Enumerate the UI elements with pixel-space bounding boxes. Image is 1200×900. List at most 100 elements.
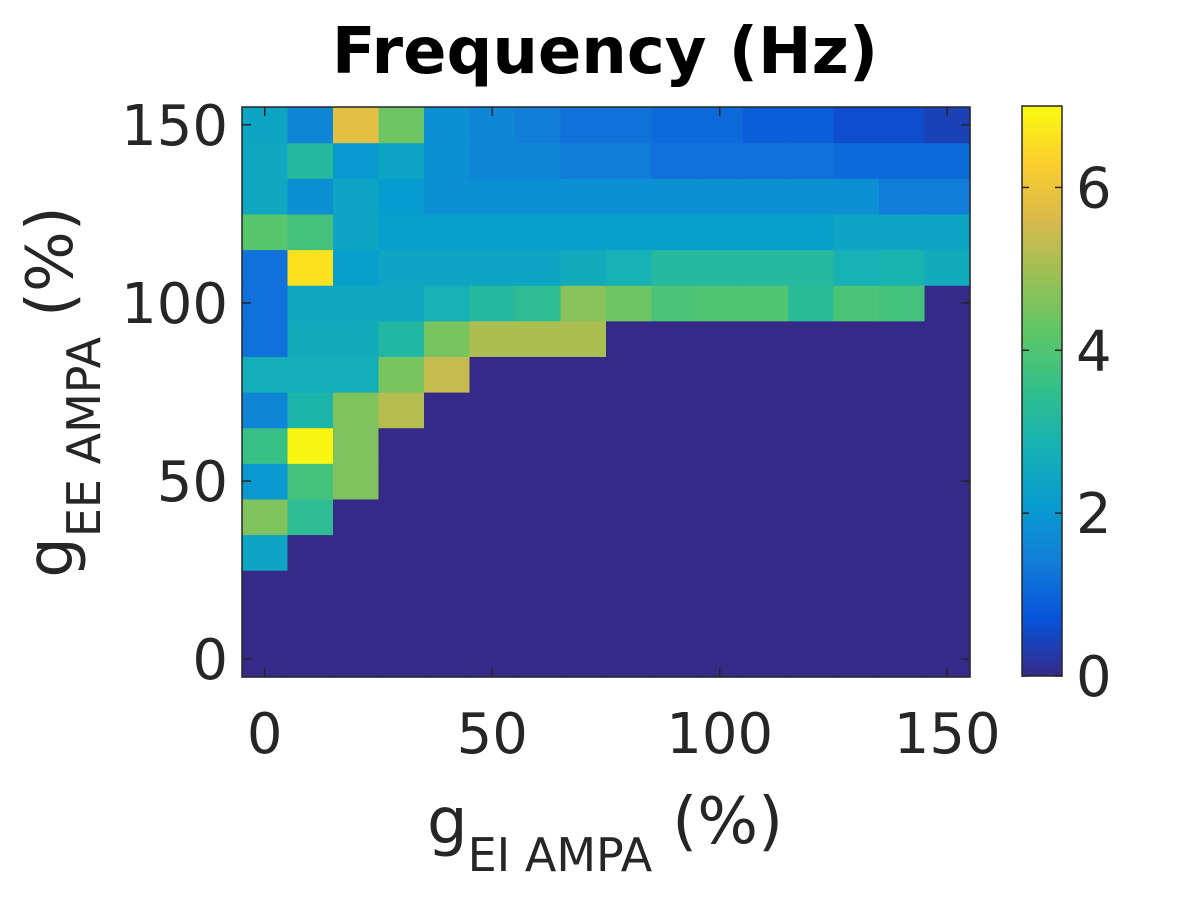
heatmap-cell — [742, 320, 789, 357]
heatmap-cell — [287, 142, 334, 179]
heatmap-cell — [424, 605, 471, 642]
heatmap-cell — [560, 427, 607, 464]
heatmap-cell — [469, 498, 516, 536]
x-axis-label-unit: (%) — [672, 785, 783, 859]
x-tick-labels: 0 50 100 150 — [247, 702, 1001, 767]
heatmap-cell — [788, 178, 835, 215]
heatmap-cell — [515, 534, 562, 571]
heatmap-cell — [697, 498, 744, 536]
heatmap-cell — [242, 534, 289, 571]
heatmap-cell — [378, 356, 425, 393]
heatmap-cell — [424, 107, 471, 144]
heatmap-cell — [378, 285, 425, 322]
heatmap-cell — [742, 534, 789, 571]
heatmap-cell — [879, 534, 926, 571]
heatmap-cell — [651, 534, 698, 571]
heatmap-cell — [742, 498, 789, 536]
heatmap-cell — [560, 392, 607, 429]
heatmap-cell — [560, 178, 607, 215]
heatmap-cell — [879, 570, 926, 607]
heatmap-cell — [424, 213, 471, 251]
heatmap-cell — [424, 249, 471, 286]
heatmap-cell — [378, 392, 425, 429]
heatmap-cell — [469, 178, 516, 215]
heatmap-cell — [788, 605, 835, 642]
heatmap-cell — [560, 320, 607, 357]
heatmap-cells — [242, 107, 971, 678]
heatmap-cell — [651, 356, 698, 393]
heatmap-cell — [697, 570, 744, 607]
heatmap-cell — [742, 392, 789, 429]
heatmap-cell — [651, 605, 698, 642]
heatmap-cell — [287, 320, 334, 357]
heatmap-cell — [651, 285, 698, 322]
heatmap-cell — [424, 427, 471, 464]
heatmap-cell — [333, 107, 380, 144]
heatmap-cell — [560, 463, 607, 500]
heatmap-cell — [333, 320, 380, 357]
heatmap-cell — [924, 534, 971, 571]
heatmap-cell — [924, 427, 971, 464]
heatmap-cell — [788, 320, 835, 357]
heatmap-cell — [378, 463, 425, 500]
heatmap-cell — [424, 463, 471, 500]
heatmap-cell — [378, 534, 425, 571]
heatmap-cell — [287, 392, 334, 429]
heatmap-cell — [833, 142, 880, 179]
heatmap-cell — [242, 213, 289, 251]
heatmap-cell — [606, 356, 653, 393]
heatmap-cell — [879, 427, 926, 464]
heatmap-cell — [833, 605, 880, 642]
y-axis-label: gEE AMPA (%) — [14, 206, 111, 578]
heatmap-cell — [287, 605, 334, 642]
heatmap-cell — [742, 285, 789, 322]
heatmap-cell — [287, 534, 334, 571]
heatmap-cell — [242, 392, 289, 429]
heatmap-cell — [606, 605, 653, 642]
heatmap-cell — [515, 427, 562, 464]
heatmap-cell — [515, 463, 562, 500]
heatmap-cell — [697, 320, 744, 357]
heatmap-cell — [469, 605, 516, 642]
heatmap-cell — [469, 249, 516, 286]
heatmap-cell — [424, 641, 471, 678]
heatmap-cell — [879, 178, 926, 215]
heatmap-cell — [333, 142, 380, 179]
heatmap-cell — [742, 213, 789, 251]
heatmap-cell — [833, 534, 880, 571]
heatmap-cell — [606, 463, 653, 500]
colorbar-tick-label: 2 — [1076, 482, 1112, 547]
heatmap-cell — [606, 498, 653, 536]
heatmap-cell — [469, 534, 516, 571]
plot-frame — [241, 106, 971, 678]
heatmap-cell — [515, 107, 562, 144]
heatmap-cell — [788, 427, 835, 464]
heatmap-cell — [515, 320, 562, 357]
x-axis-label-subscript: EI AMPA — [468, 828, 653, 882]
heatmap-cell — [879, 392, 926, 429]
heatmap-cell — [697, 178, 744, 215]
heatmap-cell — [378, 427, 425, 464]
heatmap-cell — [742, 142, 789, 179]
heatmap-cell — [879, 142, 926, 179]
heatmap-cell — [469, 392, 516, 429]
heatmap-cell — [742, 641, 789, 678]
heatmap-cell — [788, 570, 835, 607]
heatmap-cell — [697, 534, 744, 571]
heatmap-cell — [515, 570, 562, 607]
heatmap-cell — [833, 570, 880, 607]
axis-ticks — [242, 107, 970, 677]
heatmap-cell — [333, 249, 380, 286]
heatmap-cell — [287, 641, 334, 678]
heatmap-cell — [651, 320, 698, 357]
heatmap-cell — [469, 356, 516, 393]
heatmap-cell — [378, 570, 425, 607]
heatmap-cell — [333, 641, 380, 678]
chart-title: Frequency (Hz) — [332, 15, 878, 89]
heatmap-cell — [242, 356, 289, 393]
x-tick-label: 100 — [666, 702, 773, 767]
heatmap-cell — [879, 605, 926, 642]
heatmap-cell — [560, 570, 607, 607]
heatmap-cell — [287, 107, 334, 144]
heatmap-cell — [788, 392, 835, 429]
